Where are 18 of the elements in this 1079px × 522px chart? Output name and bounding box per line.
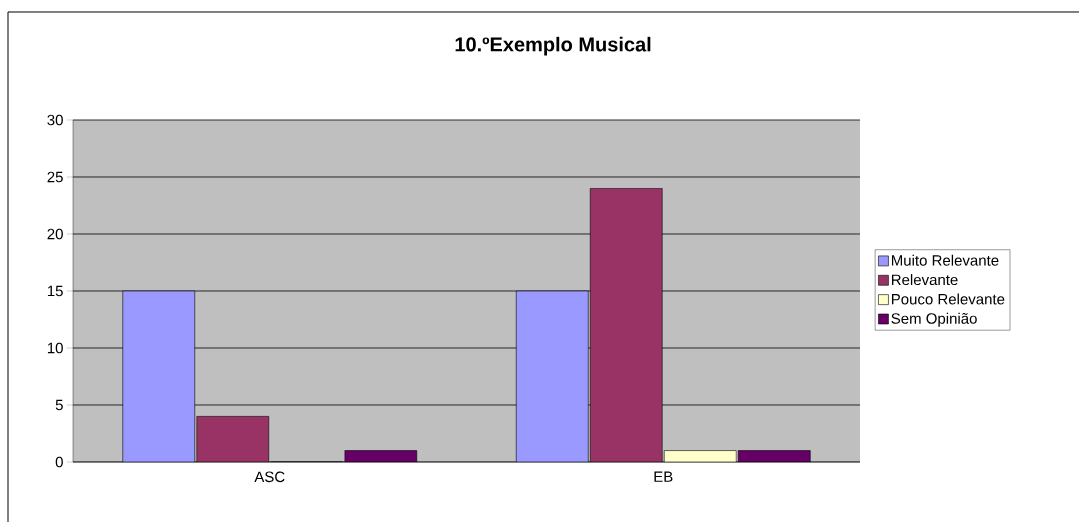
legend-label: Relevante — [891, 274, 958, 286]
bar — [196, 416, 269, 462]
legend-label: Sem Opinião — [891, 312, 977, 327]
x-tick-label: EB — [654, 471, 673, 482]
y-tick-label: 25 — [47, 171, 63, 183]
legend-label: Pouco Relevante — [891, 293, 1005, 305]
y-tick-label: 10 — [47, 342, 63, 354]
y-tick-label: 5 — [55, 399, 63, 411]
y-tick-label: 30 — [47, 114, 63, 126]
x-tick-label: ASC — [254, 471, 285, 483]
y-tick-label: 0 — [55, 456, 63, 468]
bar — [515, 290, 589, 462]
bar — [122, 290, 195, 462]
legend-label: Muito Relevante — [891, 254, 999, 266]
chart-title: 10.ºExemplo Musical — [455, 36, 651, 56]
y-tick-label: 20 — [47, 228, 63, 240]
y-tick-label: 15 — [47, 285, 63, 297]
bar — [589, 188, 663, 462]
